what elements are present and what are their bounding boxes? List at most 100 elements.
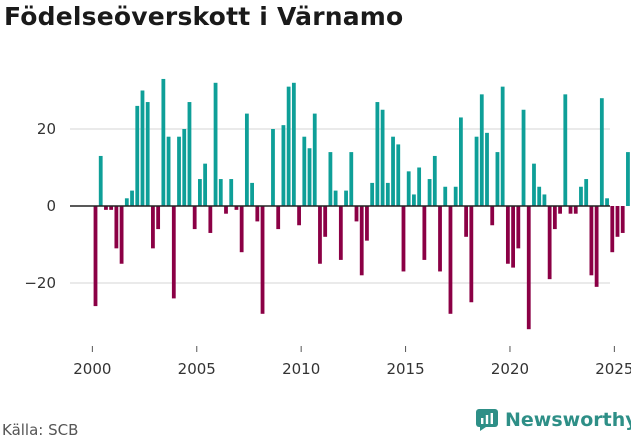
bar [260, 206, 265, 314]
bar [344, 190, 348, 206]
bar [542, 194, 547, 206]
bar [495, 152, 500, 206]
bar [626, 152, 630, 206]
bar [459, 117, 463, 206]
brand-name: Newsworthy [505, 409, 631, 431]
bar [156, 206, 161, 230]
bar [323, 206, 328, 237]
bar [573, 206, 578, 214]
bar [584, 179, 589, 206]
bar [432, 155, 437, 206]
bar [130, 190, 134, 206]
bar [271, 129, 275, 206]
bar [500, 86, 505, 206]
bar [427, 179, 432, 206]
bar [255, 206, 260, 222]
bar [620, 206, 625, 233]
bar [511, 206, 515, 268]
bar [151, 206, 155, 249]
source-label: Källa: SCB [2, 421, 79, 439]
bar [558, 206, 562, 214]
bar [412, 194, 416, 206]
bar [354, 206, 359, 222]
bar [333, 190, 338, 206]
bar [338, 206, 343, 260]
bar [297, 206, 301, 226]
bar [224, 206, 228, 214]
bar [474, 136, 479, 206]
bar [192, 206, 197, 230]
bar [365, 206, 369, 241]
bar [417, 167, 422, 206]
bar [171, 206, 176, 299]
bar [422, 206, 427, 260]
chart-title: Födelseöverskott i Värnamo [4, 2, 404, 31]
bar [594, 206, 599, 287]
bar [312, 113, 317, 206]
bar [307, 148, 312, 206]
bars [93, 78, 630, 330]
bar [385, 182, 390, 206]
bar [615, 206, 620, 237]
bar [109, 206, 114, 210]
bar [605, 198, 609, 206]
y-axis-ticks: 20 0 −20 [24, 120, 56, 292]
brand: Newsworthy [476, 409, 631, 431]
bar [380, 109, 385, 206]
x-tick-label: 2010 [282, 360, 320, 378]
bar [286, 86, 291, 206]
bar [145, 102, 150, 206]
bar [479, 94, 484, 206]
bar-chart-logo-icon [476, 409, 498, 431]
bar [229, 179, 234, 206]
bar [610, 206, 615, 253]
x-tick-label: 2000 [73, 360, 111, 378]
bar [552, 206, 557, 230]
bar [140, 90, 145, 206]
x-tick-label: 2025 [595, 360, 631, 378]
bar [187, 102, 192, 206]
bar [464, 206, 469, 237]
bar [438, 206, 442, 272]
bar [599, 98, 604, 206]
y-tick-label: 20 [37, 120, 56, 138]
bar [276, 206, 281, 230]
bar [521, 109, 526, 206]
bar [532, 163, 536, 206]
bar [244, 113, 249, 206]
bar [250, 182, 254, 206]
bar [161, 78, 166, 206]
bar [359, 206, 364, 276]
bar [401, 206, 406, 272]
bar [526, 206, 531, 330]
bar [198, 179, 202, 206]
bar [391, 136, 395, 206]
bar [469, 206, 474, 303]
gridlines [70, 128, 610, 284]
bar [448, 206, 453, 314]
bar [349, 152, 354, 206]
bar [589, 206, 594, 276]
bar [516, 206, 521, 249]
bar [98, 155, 103, 206]
bar [166, 136, 171, 206]
bar [485, 132, 489, 206]
bar [182, 129, 187, 206]
bar [302, 136, 307, 206]
bar [318, 206, 322, 264]
bar [93, 206, 98, 307]
x-tick-label: 2020 [491, 360, 529, 378]
bar [490, 206, 495, 226]
bar [218, 179, 223, 206]
bar [547, 206, 552, 280]
bar [208, 206, 213, 233]
bar [537, 186, 542, 206]
bar [396, 144, 401, 206]
bar [568, 206, 573, 214]
bar [505, 206, 510, 264]
bar [239, 206, 244, 253]
bar [453, 186, 458, 206]
bar [213, 82, 218, 206]
bar [370, 182, 375, 206]
bar [328, 152, 333, 206]
